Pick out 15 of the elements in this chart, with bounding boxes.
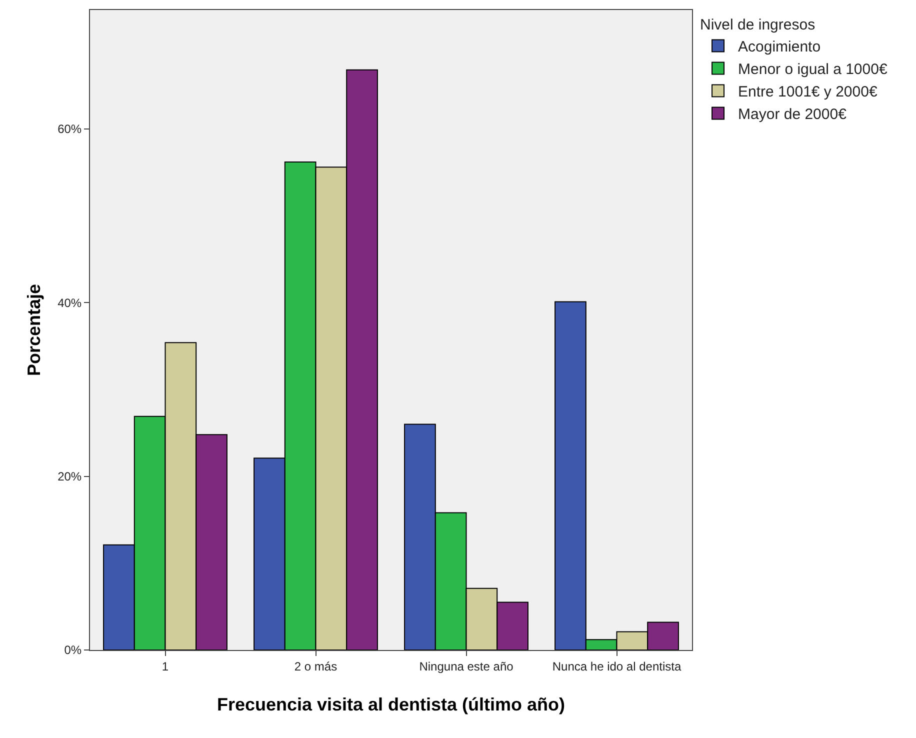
legend-label: Mayor de 2000€ [738,106,848,124]
x-tick-label: Nunca he ido al dentista [552,659,682,674]
y-tick-label: 40% [58,296,82,310]
legend-label: Menor o igual a 1000€ [738,61,888,78]
y-tick-label: 20% [58,470,82,484]
y-tick-label: 60% [58,122,82,136]
x-tick-label: 2 o más [294,659,338,674]
x-tick-label: Ninguna este año [419,659,514,674]
x-tick-label: 1 [162,659,169,674]
y-axis-title: Porcentaje [24,284,44,376]
legend-title: Nivel de ingresos [700,16,816,34]
legend-label: Acogimiento [738,38,821,56]
legend-label: Entre 1001€ y 2000€ [738,84,878,101]
y-tick-label: 0% [64,643,82,658]
x-axis-title: Frecuencia visita al dentista (último año) [216,694,566,714]
